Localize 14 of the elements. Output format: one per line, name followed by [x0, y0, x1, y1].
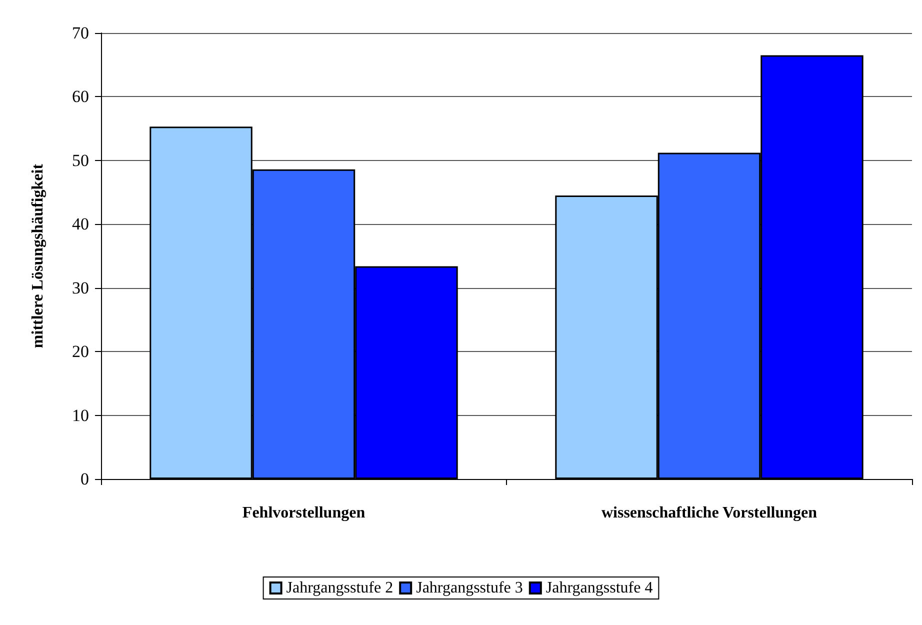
legend-label: Jahrgangsstufe 3	[416, 580, 523, 596]
legend-label: Jahrgangsstufe 2	[286, 580, 394, 596]
y-tick-label: 40	[72, 214, 89, 234]
y-tick-label: 70	[72, 24, 89, 42]
x-tick-label: wissenschaftliche Vorstellungen	[601, 504, 818, 522]
y-axis-title: mittlere Lösungshäufigkeit	[30, 163, 46, 348]
x-tick-label: Fehlvorstellungen	[242, 504, 366, 522]
y-tick-label: 50	[72, 150, 89, 170]
y-tick-label: 10	[72, 406, 89, 425]
y-tick-label: 60	[72, 87, 89, 106]
y-tick-label: 0	[80, 470, 89, 488]
y-tick-label: 30	[72, 278, 89, 298]
legend-label: Jahrgangsstufe 4	[546, 580, 653, 596]
y-tick-label: 20	[72, 342, 89, 362]
